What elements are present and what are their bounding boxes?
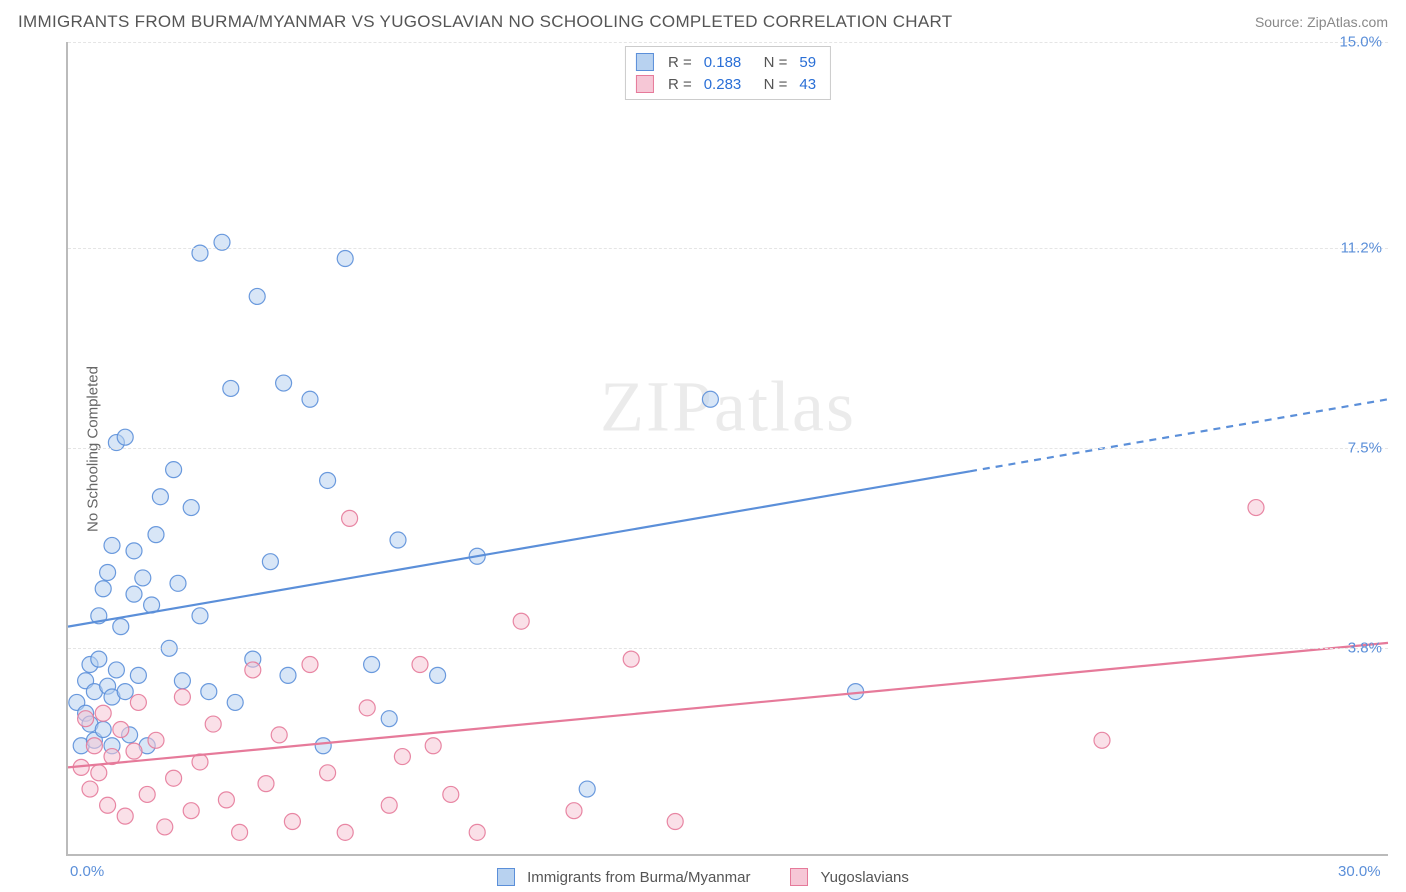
- legend-item-b: Yugoslavians: [790, 868, 908, 886]
- legend-row-series-b: R = 0.283 N = 43: [636, 73, 820, 95]
- y-tick-label: 11.2%: [1341, 239, 1382, 256]
- legend-row-series-a: R = 0.188 N = 59: [636, 51, 820, 73]
- legend-label-b: Yugoslavians: [820, 869, 908, 886]
- n-value-b: 43: [799, 76, 816, 93]
- chart-title: IMMIGRANTS FROM BURMA/MYANMAR VS YUGOSLA…: [18, 12, 952, 32]
- swatch-series-a: [497, 868, 515, 886]
- n-value-a: 59: [799, 54, 816, 71]
- swatch-series-a: [636, 53, 654, 71]
- chart-area: No Schooling Completed ZIPatlas R = 0.18…: [18, 42, 1388, 856]
- chart-source: Source: ZipAtlas.com: [1255, 14, 1388, 30]
- n-label: N =: [755, 76, 787, 93]
- swatch-series-b: [790, 868, 808, 886]
- y-tick-label: 15.0%: [1339, 34, 1382, 51]
- swatch-series-b: [636, 75, 654, 93]
- y-tick-label: 7.5%: [1348, 440, 1382, 457]
- chart-header: IMMIGRANTS FROM BURMA/MYANMAR VS YUGOSLA…: [0, 0, 1406, 40]
- plot-region: ZIPatlas R = 0.188 N = 59 R = 0.283 N = …: [66, 42, 1388, 856]
- n-label: N =: [755, 54, 787, 71]
- correlation-legend: R = 0.188 N = 59 R = 0.283 N = 43: [625, 46, 831, 100]
- r-label: R =: [668, 76, 692, 93]
- legend-item-a: Immigrants from Burma/Myanmar: [497, 868, 750, 886]
- series-legend: Immigrants from Burma/Myanmar Yugoslavia…: [0, 868, 1406, 886]
- r-value-b: 0.283: [704, 76, 742, 93]
- r-label: R =: [668, 54, 692, 71]
- r-value-a: 0.188: [704, 54, 742, 71]
- legend-label-a: Immigrants from Burma/Myanmar: [527, 869, 750, 886]
- y-tick-label: 3.8%: [1348, 640, 1382, 657]
